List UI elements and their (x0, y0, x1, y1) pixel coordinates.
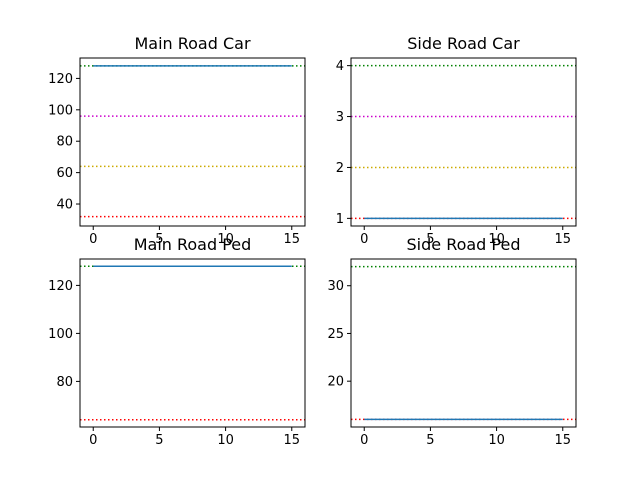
y-tick-label: 2 (336, 161, 344, 176)
y-tick-label: 40 (56, 198, 73, 213)
y-tick-label: 4 (336, 59, 344, 74)
subplot-title: Main Road Car (134, 34, 250, 53)
y-tick-label: 80 (56, 135, 73, 150)
x-tick-label: 10 (217, 433, 234, 448)
y-tick-label: 20 (327, 375, 344, 390)
subplot-title: Side Road Car (407, 34, 520, 53)
y-tick-label: 3 (336, 110, 344, 125)
x-tick-label: 0 (360, 232, 368, 247)
x-tick-label: 10 (488, 232, 505, 247)
x-tick-label: 5 (426, 433, 434, 448)
y-tick-label: 60 (56, 166, 73, 181)
subplot-side-road-ped: 0 5 10 15 20 25 30 Side Road Ped (327, 235, 577, 448)
axes-frame (350, 258, 577, 428)
axes-frame (79, 258, 306, 428)
y-tick-label: 30 (327, 279, 344, 294)
y-tick-label: 80 (56, 375, 73, 390)
x-tick-label: 15 (554, 232, 571, 247)
y-tick-label: 100 (48, 327, 73, 342)
x-tick-label: 10 (217, 232, 234, 247)
subplot-title: Side Road Ped (407, 235, 521, 254)
x-tick-label: 10 (488, 433, 505, 448)
subplot-main-road-car: 0 5 10 15 40 60 80 100 120 Main Road Car (48, 34, 306, 247)
x-tick-label: 0 (89, 433, 97, 448)
y-tick-label: 120 (48, 279, 73, 294)
x-tick-label: 15 (554, 433, 571, 448)
x-tick-label: 5 (426, 232, 434, 247)
x-tick-label: 0 (360, 433, 368, 448)
y-tick-label: 1 (336, 212, 344, 227)
x-tick-label: 0 (89, 232, 97, 247)
axes-frame (350, 57, 577, 227)
x-tick-label: 5 (155, 232, 163, 247)
subplot-title: Main Road Ped (134, 235, 252, 254)
x-tick-label: 15 (283, 232, 300, 247)
subplot-side-road-car: 0 5 10 15 1 2 3 4 Side Road Car (336, 34, 577, 247)
y-tick-label: 120 (48, 72, 73, 87)
y-tick-label: 100 (48, 103, 73, 118)
x-tick-label: 15 (283, 433, 300, 448)
x-tick-label: 5 (155, 433, 163, 448)
axes-frame (79, 57, 306, 227)
y-tick-label: 25 (327, 327, 344, 342)
